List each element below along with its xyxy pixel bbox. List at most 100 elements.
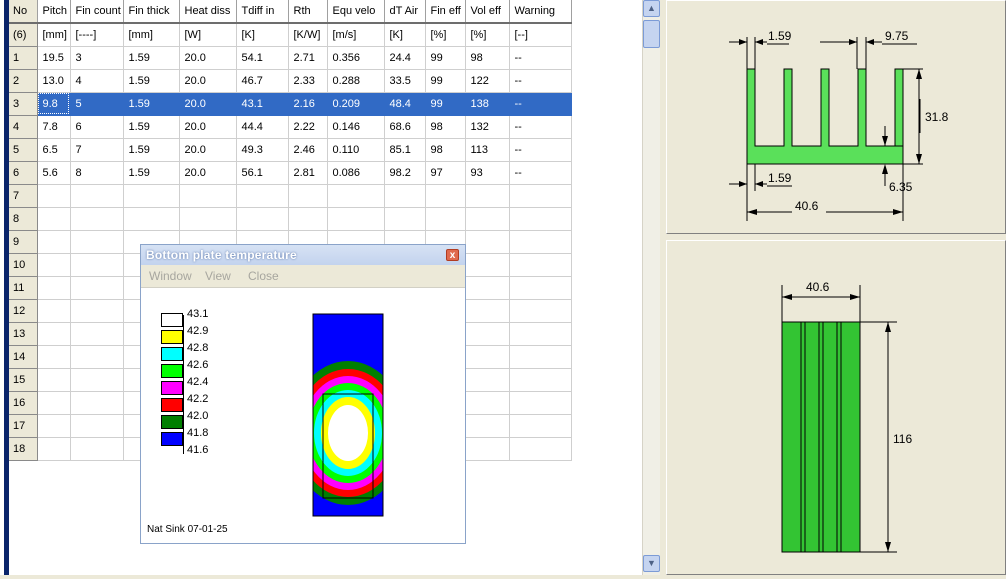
menu-close[interactable]: Close xyxy=(248,269,279,283)
cell-col-warning[interactable] xyxy=(509,230,572,254)
cell-col-fin-count[interactable] xyxy=(70,414,124,438)
cell-col-no[interactable]: 14 xyxy=(9,345,38,369)
cell-col-equ-velo[interactable] xyxy=(327,184,385,208)
cell-col-no[interactable]: 12 xyxy=(9,299,38,323)
cell-col-warning[interactable] xyxy=(509,299,572,323)
cell-col-warning[interactable]: -- xyxy=(509,69,572,93)
cell-col-fin-thick[interactable]: 1.59 xyxy=(123,46,180,70)
cell-col-pitch[interactable] xyxy=(37,368,71,392)
cell-col-equ-velo[interactable]: 0.356 xyxy=(327,46,385,70)
cell-col-vol-eff[interactable]: 122 xyxy=(465,69,510,93)
cell-col-warning[interactable]: -- xyxy=(509,92,572,116)
cell-col-equ-velo[interactable] xyxy=(327,207,385,231)
table-row[interactable]: 5 6.5 7 1.59 20.0 49.3 2.46 0.110 85.1 98 113 -- xyxy=(9,138,572,162)
cell-col-fin-count[interactable] xyxy=(70,253,124,277)
cell-col-pitch[interactable] xyxy=(37,253,71,277)
cell-col-no[interactable]: 15 xyxy=(9,368,38,392)
cell-col-dt-air[interactable]: 98.2 xyxy=(384,161,426,185)
cell-col-no[interactable]: 9 xyxy=(9,230,38,254)
cell-col-fin-thick[interactable] xyxy=(123,207,180,231)
cell-col-fin-count[interactable] xyxy=(70,299,124,323)
cell-col-warning[interactable] xyxy=(509,276,572,300)
cell-col-no[interactable]: 16 xyxy=(9,391,38,415)
cell-col-pitch[interactable]: 13.0 xyxy=(37,69,71,93)
table-row[interactable]: 3 9.8 5 1.59 20.0 43.1 2.16 0.209 48.4 99 138 -- xyxy=(9,92,572,116)
cell-col-fin-count[interactable]: 5 xyxy=(70,92,124,116)
cell-col-fin-count[interactable]: 6 xyxy=(70,115,124,139)
results-grid[interactable]: No Pitch Fin count Fin thick Heat diss Tdiff … xyxy=(9,0,642,575)
table-row[interactable]: 1 19.5 3 1.59 20.0 54.1 2.71 0.356 24.4 99 98 -- xyxy=(9,46,572,70)
cell-col-vol-eff[interactable] xyxy=(465,299,510,323)
cell-col-dt-air[interactable]: 48.4 xyxy=(384,92,426,116)
cell-col-fin-eff[interactable]: 97 xyxy=(425,161,466,185)
cell-col-pitch[interactable] xyxy=(37,276,71,300)
cell-col-rth[interactable]: 2.22 xyxy=(288,115,328,139)
cell-col-warning[interactable]: -- xyxy=(509,138,572,162)
header-row[interactable]: No Pitch Fin count Fin thick Heat diss Tdiff … xyxy=(9,0,572,24)
cell-col-no[interactable]: 13 xyxy=(9,322,38,346)
cell-col-rth[interactable]: 2.33 xyxy=(288,69,328,93)
cell-col-warning[interactable]: -- xyxy=(509,46,572,70)
cell-col-no[interactable]: 17 xyxy=(9,414,38,438)
cell-col-equ-velo[interactable]: 0.086 xyxy=(327,161,385,185)
cell-col-fin-count[interactable]: 8 xyxy=(70,161,124,185)
cell-col-heat-diss[interactable]: 20.0 xyxy=(179,161,237,185)
cell-col-no[interactable]: 4 xyxy=(9,115,38,139)
cell-col-no[interactable]: 2 xyxy=(9,69,38,93)
cell-col-pitch[interactable] xyxy=(37,391,71,415)
cell-col-tdiff-in[interactable]: 56.1 xyxy=(236,161,289,185)
menu-window[interactable]: Window xyxy=(149,269,192,283)
cell-col-fin-count[interactable] xyxy=(70,391,124,415)
cell-col-fin-thick[interactable] xyxy=(123,184,180,208)
cell-col-heat-diss[interactable] xyxy=(179,207,237,231)
cell-col-warning[interactable] xyxy=(509,345,572,369)
cell-col-dt-air[interactable]: 24.4 xyxy=(384,46,426,70)
cell-col-vol-eff[interactable] xyxy=(465,276,510,300)
cell-col-heat-diss[interactable]: 20.0 xyxy=(179,69,237,93)
cell-col-rth[interactable]: 2.16 xyxy=(288,92,328,116)
cell-col-dt-air[interactable]: 33.5 xyxy=(384,69,426,93)
table-row[interactable]: 2 13.0 4 1.59 20.0 46.7 2.33 0.288 33.5 99 122 -- xyxy=(9,69,572,93)
cell-col-pitch[interactable] xyxy=(37,207,71,231)
cell-col-pitch[interactable] xyxy=(37,345,71,369)
cell-col-fin-count[interactable]: 4 xyxy=(70,69,124,93)
table-row[interactable]: 7 xyxy=(9,184,572,208)
cell-col-fin-eff[interactable]: 99 xyxy=(425,92,466,116)
cell-col-vol-eff[interactable] xyxy=(465,184,510,208)
cell-col-pitch[interactable] xyxy=(37,184,71,208)
cell-col-no[interactable]: 11 xyxy=(9,276,38,300)
cell-col-fin-thick[interactable]: 1.59 xyxy=(123,92,180,116)
cell-col-fin-eff[interactable] xyxy=(425,184,466,208)
cell-col-pitch[interactable]: 9.8 xyxy=(37,92,71,116)
cell-col-fin-count[interactable] xyxy=(70,207,124,231)
units-row[interactable]: (6) [mm] [----] [mm] [W] [K] [K/W] [m/s] [K] [%][… xyxy=(9,23,572,47)
cell-col-tdiff-in[interactable] xyxy=(236,184,289,208)
cell-col-heat-diss[interactable] xyxy=(179,184,237,208)
cell-col-dt-air[interactable]: 85.1 xyxy=(384,138,426,162)
cell-col-warning[interactable] xyxy=(509,207,572,231)
cell-col-vol-eff[interactable] xyxy=(465,391,510,415)
cell-col-fin-eff[interactable]: 98 xyxy=(425,138,466,162)
cell-col-rth[interactable]: 2.46 xyxy=(288,138,328,162)
cell-col-heat-diss[interactable]: 20.0 xyxy=(179,46,237,70)
cell-col-fin-eff[interactable] xyxy=(425,207,466,231)
cell-col-fin-count[interactable]: 3 xyxy=(70,46,124,70)
cell-col-heat-diss[interactable]: 20.0 xyxy=(179,138,237,162)
cell-col-no[interactable]: 8 xyxy=(9,207,38,231)
cell-col-warning[interactable] xyxy=(509,414,572,438)
cell-col-vol-eff[interactable] xyxy=(465,230,510,254)
cell-col-vol-eff[interactable]: 98 xyxy=(465,46,510,70)
cell-col-warning[interactable] xyxy=(509,184,572,208)
cell-col-no[interactable]: 7 xyxy=(9,184,38,208)
cell-col-pitch[interactable]: 7.8 xyxy=(37,115,71,139)
cell-col-vol-eff[interactable] xyxy=(465,368,510,392)
cell-col-warning[interactable] xyxy=(509,368,572,392)
cell-col-warning[interactable] xyxy=(509,253,572,277)
cell-col-equ-velo[interactable]: 0.288 xyxy=(327,69,385,93)
cell-col-fin-thick[interactable]: 1.59 xyxy=(123,161,180,185)
cell-col-fin-thick[interactable]: 1.59 xyxy=(123,115,180,139)
cell-col-equ-velo[interactable]: 0.110 xyxy=(327,138,385,162)
cell-col-fin-eff[interactable]: 98 xyxy=(425,115,466,139)
cell-col-no[interactable]: 5 xyxy=(9,138,38,162)
table-row[interactable]: 8 xyxy=(9,207,572,231)
